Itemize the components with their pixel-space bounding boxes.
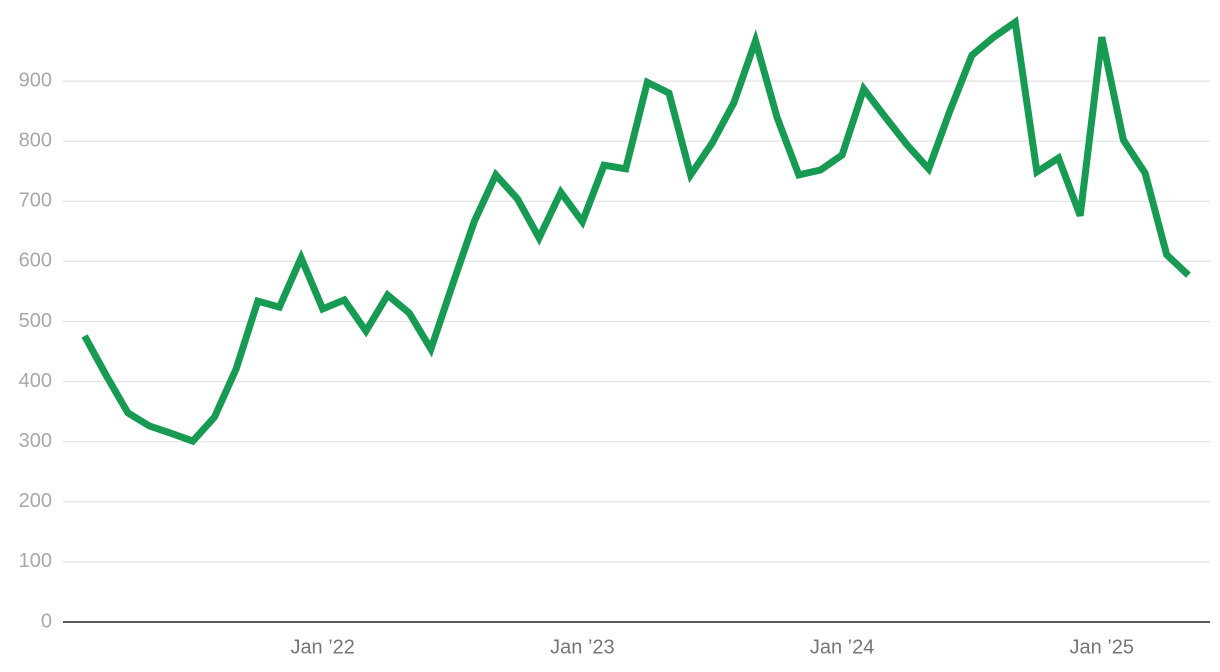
- y-tick-label: 200: [19, 490, 52, 512]
- y-tick-label: 800: [19, 129, 52, 151]
- x-tick-label: Jan ’22: [290, 636, 355, 658]
- y-tick-label: 300: [19, 430, 52, 452]
- x-tick-label: Jan ’25: [1070, 636, 1135, 658]
- y-tick-label: 0: [41, 610, 52, 632]
- y-tick-label: 900: [19, 69, 52, 91]
- data-line: [81, 16, 1191, 446]
- x-tick-label: Jan ’23: [550, 636, 615, 658]
- y-tick-label: 600: [19, 250, 52, 272]
- y-tick-label: 400: [19, 370, 52, 392]
- y-tick-label: 500: [19, 310, 52, 332]
- y-tick-label: 100: [19, 550, 52, 572]
- y-tick-label: 700: [19, 190, 52, 212]
- x-tick-label: Jan ’24: [810, 636, 875, 658]
